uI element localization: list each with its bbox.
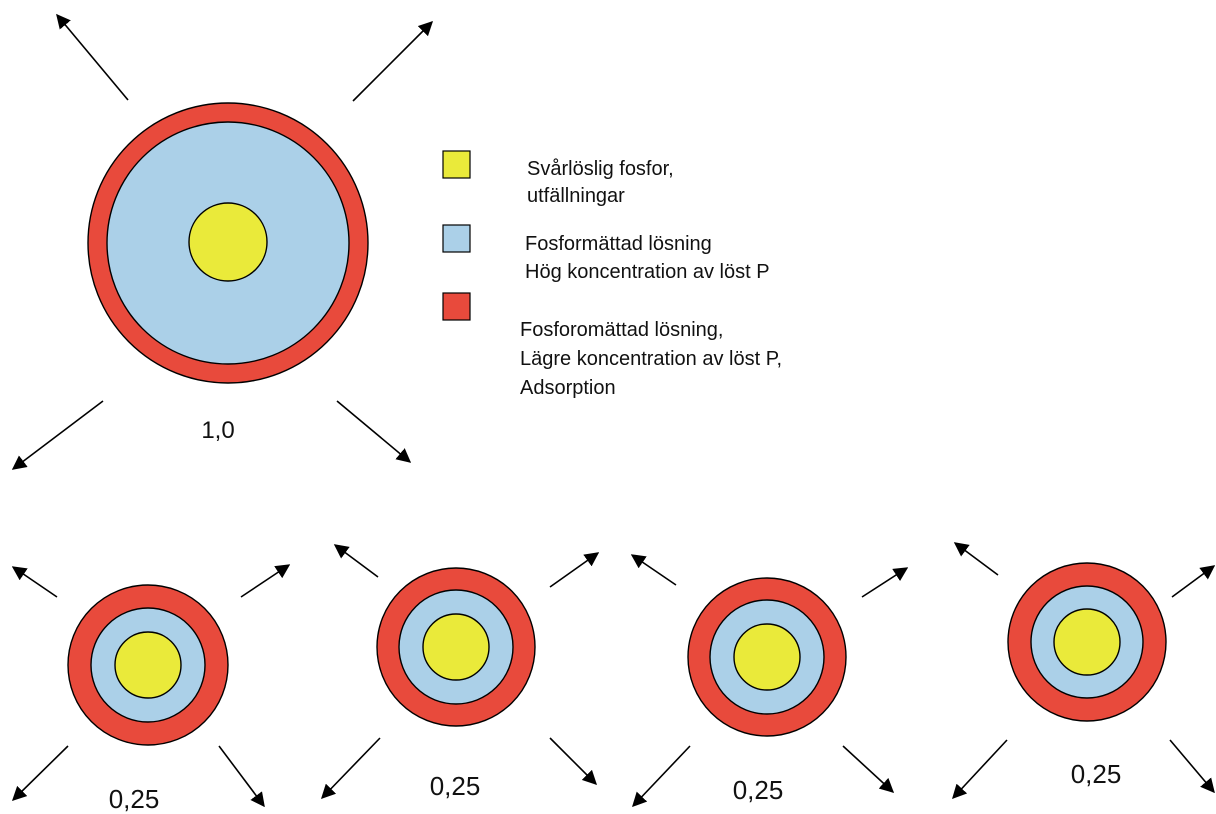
legend-label-line1: Fosforomättad lösning, [520, 319, 723, 341]
arrow-up-left [333, 544, 379, 578]
arrow-down-right [336, 400, 412, 463]
small-particle: 0,25 [11, 564, 291, 814]
arrow-down-right [1169, 739, 1215, 794]
legend-item-unsaturated-solution: Fosforomättad lösning, Lägre koncentrati… [442, 292, 782, 399]
legend-label-line2: Hög koncentration av löst P [525, 261, 770, 283]
large-particle-arrows [11, 13, 434, 470]
core-circle [1053, 608, 1121, 676]
small-particle-arrows [952, 542, 1216, 800]
core-circle [188, 202, 268, 282]
core-circle [733, 623, 801, 691]
small-particle: 0,25 [630, 554, 909, 808]
legend-item-saturated-solution: Fosformättad lösning Hög koncentration a… [442, 224, 770, 283]
arrow-up-right [861, 567, 909, 598]
legend-label-line3: Adsorption [520, 377, 616, 399]
particle-label: 0,25 [1071, 759, 1122, 789]
legend-swatch-blue [442, 224, 471, 253]
arrow-down-left [320, 737, 381, 800]
legend-label-line2: Lägre koncentration av löst P, [520, 348, 782, 370]
legend-label-line2: utfällningar [527, 185, 625, 207]
legend-item-precipitate: Svårlöslig fosfor, utfällningar [442, 150, 674, 207]
legend-label-line1: Fosformättad lösning [525, 233, 712, 255]
arrow-up-right [352, 20, 434, 102]
legend-swatch-yellow [442, 150, 471, 179]
particle-label: 0,25 [430, 771, 481, 801]
small-particle-arrows [320, 544, 600, 800]
arrow-up-left [953, 542, 999, 576]
particle-label: 1,0 [201, 417, 234, 444]
arrow-down-right [842, 745, 895, 793]
arrow-up-left [11, 566, 58, 598]
arrow-up-left [56, 13, 129, 101]
arrow-up-right [1171, 565, 1216, 598]
particle-label: 0,25 [109, 784, 160, 814]
legend-swatch-red [442, 292, 471, 321]
arrow-down-left [11, 745, 69, 802]
core-circle [422, 613, 490, 681]
large-particle: 1,0 [11, 13, 434, 470]
arrow-down-left [952, 739, 1008, 800]
legend-label-line1: Svårlöslig fosfor, [527, 158, 674, 180]
arrow-up-right [240, 564, 291, 598]
arrow-down-right [218, 745, 265, 808]
arrow-down-left [11, 400, 104, 470]
core-circle [114, 631, 182, 699]
arrow-down-left [632, 745, 691, 808]
arrow-down-right [549, 737, 598, 786]
small-particle-arrows [630, 554, 909, 808]
legend: Svårlöslig fosfor, utfällningar Fosformä… [442, 150, 782, 399]
small-particle-arrows [11, 564, 291, 808]
small-particle: 0,25 [320, 544, 600, 801]
small-particle: 0,25 [952, 542, 1216, 800]
arrow-up-right [549, 552, 600, 588]
particle-label: 0,25 [733, 775, 784, 805]
arrow-up-left [630, 554, 677, 586]
